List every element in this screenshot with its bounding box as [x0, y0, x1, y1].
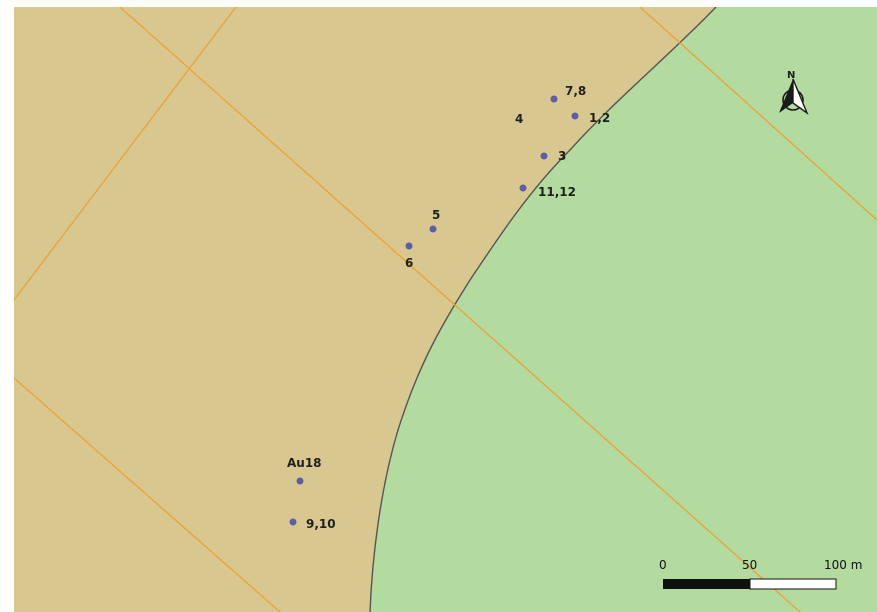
label-5: 5	[432, 208, 440, 222]
north-arrow-icon: N	[779, 70, 809, 115]
grid-line	[13, 377, 281, 612]
point-9-10[interactable]	[289, 518, 297, 526]
label-11-12: 11,12	[538, 185, 576, 199]
label-4: 4	[515, 112, 523, 126]
grid-line	[639, 6, 877, 221]
scale-label-0: 0	[659, 558, 667, 572]
north-label: N	[787, 70, 795, 81]
grid-line	[13, 6, 237, 301]
point-labels: 7,8 4 1,2 3 11,12 5 6 Au18 9,10	[287, 84, 610, 531]
label-6: 6	[405, 256, 413, 270]
top-margin	[0, 0, 877, 7]
point-3[interactable]	[540, 152, 548, 160]
label-7-8: 7,8	[565, 84, 586, 98]
sample-points	[289, 95, 579, 526]
zone-boundary	[369, 6, 717, 612]
point-1-2[interactable]	[571, 112, 579, 120]
scale-label-50: 50	[742, 558, 757, 572]
label-1-2: 1,2	[589, 111, 610, 125]
point-6[interactable]	[405, 242, 413, 250]
north-arrow-right-half	[792, 78, 809, 115]
point-au18[interactable]	[296, 477, 304, 485]
scale-label-100m: 100 m	[824, 558, 862, 572]
scale-bar-white	[749, 578, 837, 590]
north-arrow-left-half	[779, 79, 793, 113]
green-zone	[370, 7, 877, 612]
point-11-12[interactable]	[519, 184, 527, 192]
left-margin	[0, 0, 14, 612]
grid-lines	[13, 6, 877, 612]
label-au18: Au18	[287, 456, 322, 470]
point-5[interactable]	[429, 225, 437, 233]
point-7-8[interactable]	[550, 95, 558, 103]
label-9-10: 9,10	[306, 517, 336, 531]
scale-bar: 0 50 100 m	[659, 558, 862, 590]
grid-line	[119, 6, 801, 612]
label-3: 3	[558, 149, 566, 163]
scale-bar-black	[663, 579, 750, 589]
